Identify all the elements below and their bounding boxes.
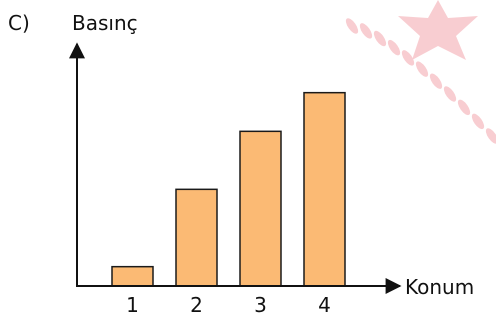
x-axis-title: Konum <box>405 275 474 299</box>
watermark-decoration <box>345 0 496 144</box>
watermark-dash <box>401 50 415 66</box>
watermark-dash <box>457 99 471 116</box>
option-label: C) <box>8 11 30 35</box>
watermark-dash <box>359 23 373 39</box>
dashed-arc-decoration <box>345 18 496 144</box>
bar-3 <box>239 130 282 287</box>
watermark-dash <box>429 73 443 89</box>
x-tick-label: 3 <box>254 293 267 317</box>
x-tick-label: 4 <box>318 293 331 317</box>
x-tick-label: 1 <box>126 293 139 317</box>
watermark-dash <box>345 18 359 34</box>
y-axis-title: Basınç <box>72 11 138 35</box>
x-tick-label: 2 <box>190 293 203 317</box>
bar-1 <box>111 265 154 287</box>
watermark-dash <box>485 128 496 144</box>
bars-group <box>111 91 346 287</box>
watermark-dash <box>387 39 401 56</box>
watermark-dash <box>443 86 457 102</box>
bar-2 <box>175 188 218 287</box>
bar-4 <box>303 91 346 287</box>
star-icon <box>398 0 478 60</box>
watermark-dash <box>373 30 387 47</box>
x-tick-labels: 1 2 3 4 <box>126 293 331 317</box>
watermark-dash <box>415 61 429 77</box>
watermark-dash <box>471 113 485 130</box>
